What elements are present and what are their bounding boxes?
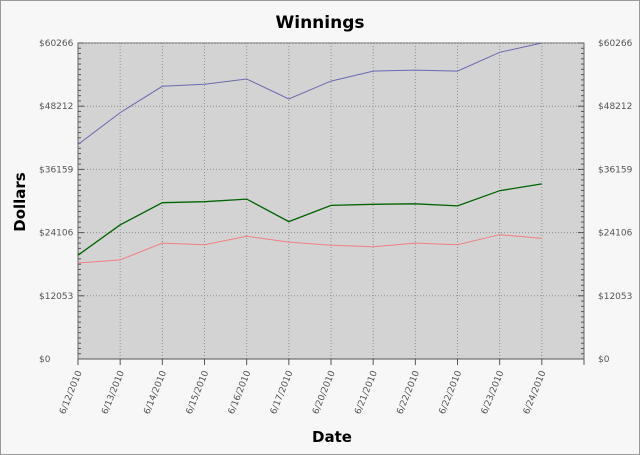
y-tick-label-right: $0 [598,355,610,365]
y-tick-label-left: $36159 [39,165,74,175]
x-tick-label: 6/12/2010 [58,369,85,416]
series-line [77,234,542,264]
y-tick-label-left: $0 [39,355,51,365]
y-tick-label-right: $36159 [598,165,633,175]
series-line [77,183,542,256]
y-tick-label-right: $24106 [598,229,633,239]
x-tick-label: 6/20/2010 [311,369,338,416]
x-tick-label: 6/15/2010 [185,369,212,416]
chart-title: Winnings [275,13,364,33]
y-tick-label-left: $48212 [39,102,73,112]
x-tick-label: 6/22/2010 [396,369,423,416]
y-tick-label-left: $12053 [39,292,73,302]
x-tick-label: 6/24/2010 [522,369,549,416]
x-tick-label: 6/16/2010 [227,369,254,416]
x-tick-label: 6/22/2010 [438,369,465,416]
x-tick-label: 6/23/2010 [480,369,507,416]
x-tick-label: 6/14/2010 [143,369,170,416]
y-tick-label-right: $48212 [598,102,632,112]
plot-area [77,42,585,360]
x-tick-label: 6/13/2010 [100,369,127,416]
y-tick-label-right: $12053 [598,292,632,302]
series-layer [77,42,542,264]
grid-lines [78,42,584,359]
x-axis-title: Date [312,428,352,446]
x-tick-label: 6/17/2010 [269,369,296,416]
x-tick-label: 6/21/2010 [353,369,380,416]
y-tick-label-right: $60266 [598,39,633,49]
axis-ticks [77,42,585,365]
y-tick-label-left: $24106 [39,229,74,239]
y-axis-title: Dollars [11,172,29,232]
y-tick-label-left: $60266 [39,39,74,49]
series-line [77,42,542,145]
